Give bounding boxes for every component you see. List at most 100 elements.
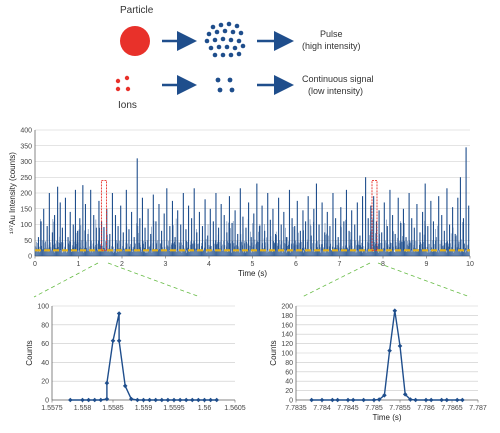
y-tick-label: 20: [41, 379, 49, 386]
data-point: [361, 397, 366, 403]
x-tick-label: 7.7845: [337, 405, 359, 412]
signal-dot: [226, 21, 232, 27]
ion-dot: [115, 78, 121, 84]
zoom-highlight-box: [100, 179, 107, 251]
data-point: [387, 348, 392, 353]
data-point: [159, 397, 165, 403]
ions-label: Ions: [118, 100, 137, 111]
signal-dot: [215, 77, 221, 83]
x-tick-label: 7: [338, 261, 342, 268]
y-tick-label: 60: [285, 369, 293, 376]
data-point: [183, 397, 189, 403]
x-tick-label: 7.786: [417, 405, 435, 412]
x-tick-label: 1.5585: [102, 405, 124, 412]
signal-dot: [232, 45, 238, 51]
signal-dot: [228, 37, 234, 43]
data-point: [330, 397, 335, 403]
zoom-connectors: [33, 262, 471, 298]
signal-dot: [212, 52, 218, 58]
zoom-highlight-box: [371, 179, 378, 251]
y-tick-label: 160: [281, 322, 293, 329]
y-tick-label: 80: [285, 360, 293, 367]
ions-dots: [115, 75, 131, 92]
signal-dot: [234, 23, 240, 29]
data-point: [319, 397, 325, 403]
ion-dot: [125, 86, 131, 92]
series-line: [70, 313, 217, 401]
data-point: [190, 397, 195, 403]
ion-dot: [115, 86, 121, 92]
x-tick-label: 1.5605: [224, 405, 246, 412]
data-point: [345, 397, 351, 403]
x-tick-label: 5: [251, 261, 255, 268]
data-point: [423, 397, 429, 403]
x-tick-label: 3: [164, 261, 168, 268]
continuous-label: Continuous signal: [302, 74, 374, 84]
y-tick-label: 40: [41, 360, 49, 367]
y-tick-label: 0: [28, 254, 32, 261]
x-tick-label: 1.558: [74, 405, 92, 412]
x-tick-label: 1.56: [198, 405, 212, 412]
data-point: [80, 397, 85, 403]
y-tick-label: 100: [281, 351, 293, 358]
signal-dot: [229, 87, 235, 93]
data-point: [428, 397, 434, 403]
y-tick-label: 80: [41, 322, 49, 329]
zoom-connector-right-a: [301, 262, 371, 298]
ion-dot: [124, 75, 130, 81]
data-point: [177, 397, 183, 403]
signal-dot: [216, 44, 222, 50]
particle-label: Particle: [120, 5, 154, 16]
data-point: [444, 397, 450, 403]
x-tick-label: 8: [381, 261, 385, 268]
y-tick-label: 60: [41, 341, 49, 348]
data-point: [116, 311, 122, 316]
y-tick-label: 40: [285, 379, 293, 386]
data-point: [392, 308, 398, 313]
y-tick-label: 20: [285, 388, 293, 395]
signal-dot: [214, 29, 220, 35]
y-tick-label: 250: [20, 175, 32, 182]
y-tick-label: 200: [20, 191, 32, 198]
zoom-connector-left-b: [107, 262, 201, 298]
continuous-dots: [215, 77, 235, 93]
x-tick-label: 7.7855: [389, 405, 411, 412]
data-point: [460, 397, 465, 403]
data-point: [376, 397, 382, 402]
data-point: [135, 397, 140, 403]
data-point: [439, 397, 444, 403]
data-point: [454, 397, 460, 403]
y-tick-label: 400: [20, 128, 32, 135]
data-point: [402, 392, 408, 397]
data-point: [147, 397, 152, 403]
y-tick-label: 100: [20, 222, 32, 229]
x-tick-label: 10: [466, 261, 474, 268]
x-tick-label: 7.7835: [285, 405, 307, 412]
data-point: [104, 396, 110, 402]
data-point: [208, 397, 213, 403]
signal-dot: [236, 51, 242, 57]
data-point: [335, 397, 340, 403]
data-point: [141, 397, 146, 403]
pulse-sublabel: (high intensity): [302, 41, 361, 51]
data-point: [413, 397, 418, 403]
series-line: [311, 310, 463, 401]
data-point: [397, 343, 403, 349]
pulse-label: Pulse: [320, 29, 343, 39]
x-tick-label: 9: [425, 261, 429, 268]
zoom-connector-right-b: [377, 262, 471, 298]
data-point: [382, 393, 387, 398]
signal-dot: [217, 87, 223, 93]
data-point: [122, 383, 128, 389]
data-point: [86, 397, 91, 403]
data-point: [68, 397, 73, 403]
signal-dot: [236, 38, 242, 44]
zoom-left-chart: 0 20 40 60 80 100 1.5575 1.558 1.5585 1.559 1.5595…: [25, 304, 246, 413]
x-axis-title: Time (s): [372, 413, 401, 422]
signal-dot: [227, 77, 233, 83]
signal-dot: [206, 31, 212, 37]
y-tick-label: 100: [37, 304, 49, 311]
y-tick-label: 50: [24, 238, 32, 245]
data-point: [98, 397, 104, 403]
x-tick-label: 7.785: [365, 405, 383, 412]
